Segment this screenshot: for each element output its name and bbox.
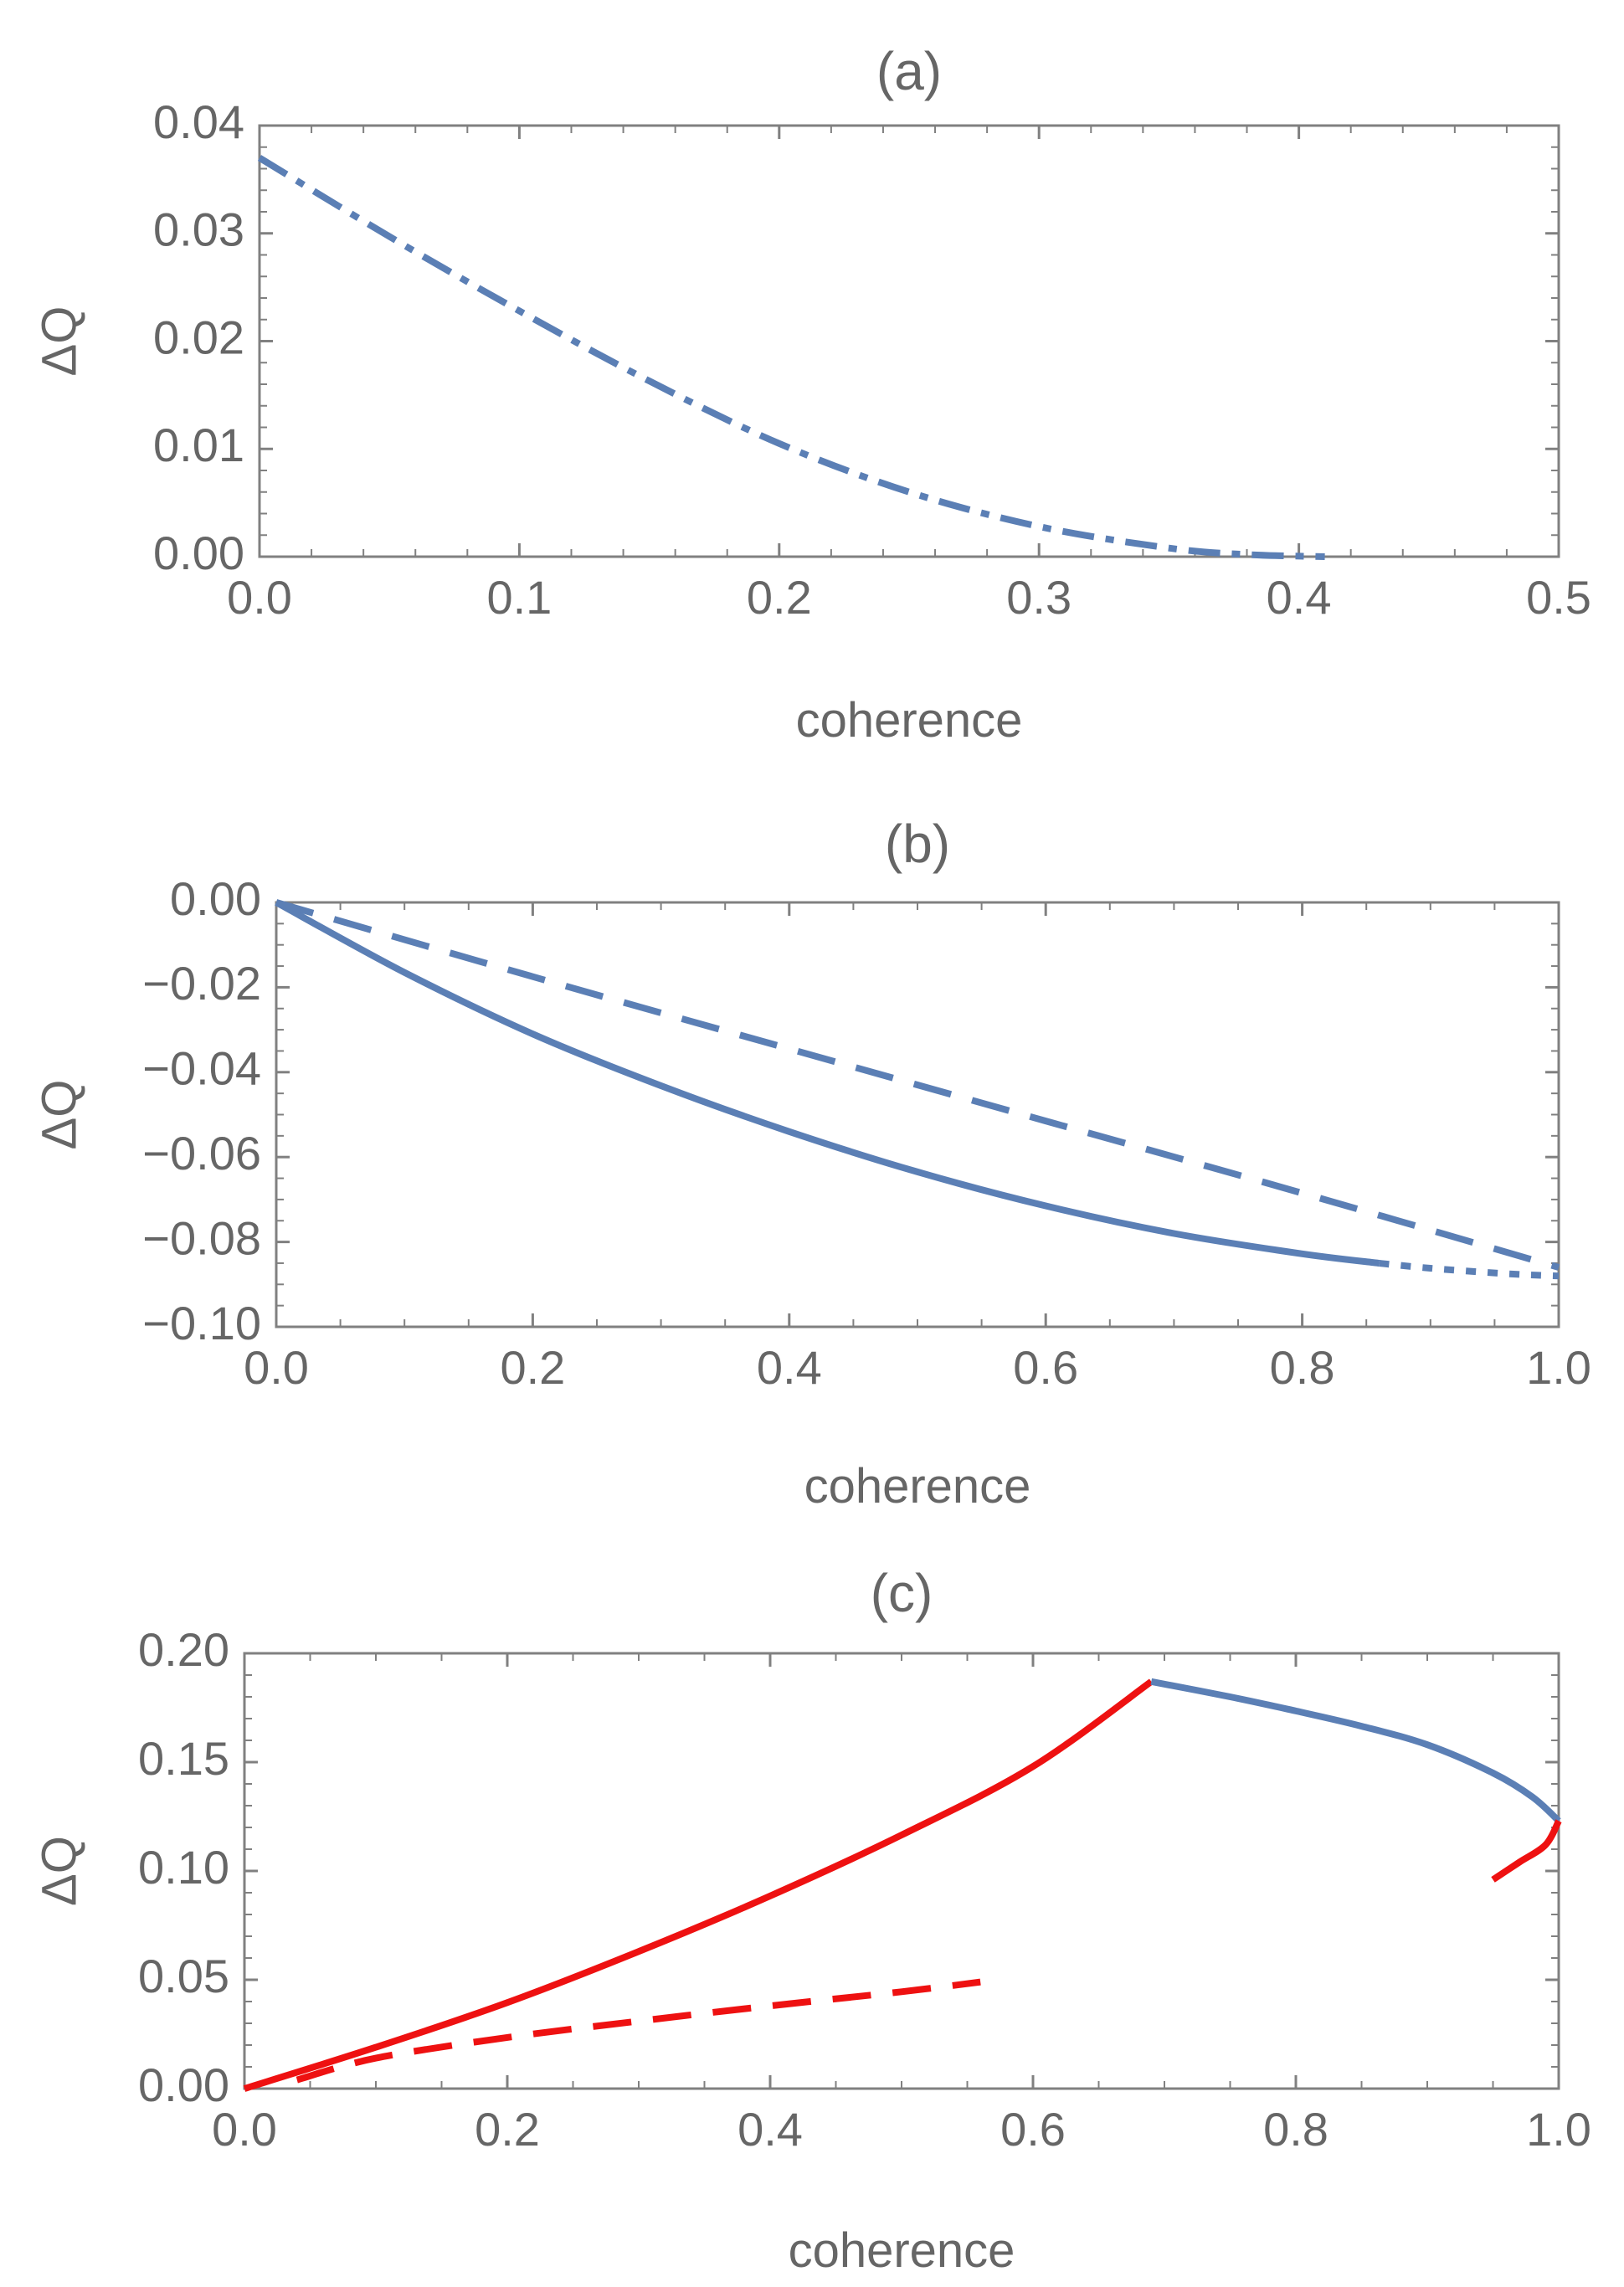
x-tick-label: 0.6 <box>1013 1341 1078 1394</box>
y-tick-label: 0.05 <box>138 1950 229 2002</box>
x-tick-label: 0.0 <box>227 571 292 624</box>
x-tick-label: 0.3 <box>1006 571 1072 624</box>
x-axis-title: coherence <box>796 693 1023 748</box>
y-tick-label: −0.06 <box>142 1127 261 1179</box>
y-tick-label: 0.04 <box>153 95 244 148</box>
y-axis-title: ΔQ <box>32 306 86 377</box>
panel-1: (b) 0.0 0.2 0.4 0.6 0.8 1.0 0.00 −0.02 −0.04 −0.06… <box>32 814 1591 1514</box>
x-tick-label: 0.4 <box>737 2103 803 2156</box>
x-tick-label: 0.0 <box>212 2103 277 2156</box>
y-tick-label: 0.20 <box>138 1623 229 1676</box>
y-axis-title: ΔQ <box>32 1080 86 1150</box>
series-line-2 <box>1379 1260 1560 1280</box>
x-tick-label: 0.4 <box>757 1341 822 1394</box>
y-tick-label: 0.15 <box>138 1732 229 1785</box>
series-line-0 <box>243 1678 1154 2092</box>
series-line-2 <box>1150 1678 1561 1824</box>
y-tick-label: 0.03 <box>153 203 244 256</box>
series-line-1 <box>296 1978 981 2084</box>
x-tick-label: 0.0 <box>244 1341 309 1394</box>
x-tick-label: 0.8 <box>1263 2103 1328 2156</box>
series-line-0 <box>257 155 1325 560</box>
panel-title: (a) <box>876 41 942 101</box>
series-line-1 <box>275 899 1560 1271</box>
panel-0: (a) 0.0 0.1 0.2 0.3 0.4 0.5 0.00 0.01 0.02 0.03 0.0… <box>32 41 1591 748</box>
x-axis-title: coherence <box>789 2223 1015 2278</box>
y-tick-label: 0.02 <box>153 311 244 363</box>
x-tick-label: 1.0 <box>1526 2103 1591 2156</box>
y-tick-label: 0.01 <box>153 419 244 471</box>
y-tick-label: −0.08 <box>142 1211 261 1264</box>
y-tick-label: −0.02 <box>142 957 261 1010</box>
panel-title: (b) <box>885 814 950 874</box>
y-tick-label: 0.00 <box>170 872 261 925</box>
panel-title: (c) <box>871 1563 933 1623</box>
x-tick-label: 1.0 <box>1526 1341 1591 1394</box>
y-tick-label: −0.04 <box>142 1042 261 1095</box>
y-tick-label: −0.10 <box>142 1297 261 1349</box>
x-tick-label: 0.2 <box>500 1341 565 1394</box>
x-tick-label: 0.2 <box>475 2103 540 2156</box>
y-tick-label: 0.00 <box>153 527 244 579</box>
x-axis-title: coherence <box>804 1459 1031 1514</box>
y-tick-label: 0.00 <box>138 2058 229 2111</box>
x-tick-label: 0.5 <box>1526 571 1591 624</box>
panel-2: (c) 0.0 0.2 0.4 0.6 0.8 1.0 0.00 0.05 0.10 0.15 0.2… <box>32 1563 1591 2278</box>
x-tick-label: 0.8 <box>1270 1341 1335 1394</box>
y-tick-label: 0.10 <box>138 1841 229 1894</box>
x-tick-label: 0.4 <box>1267 571 1332 624</box>
series-line-0 <box>275 899 1380 1267</box>
y-axis-title: ΔQ <box>32 1836 86 1906</box>
x-tick-label: 0.2 <box>747 571 812 624</box>
x-tick-label: 0.1 <box>486 571 552 624</box>
series-line-3 <box>1491 1819 1562 1883</box>
plot-frame <box>258 124 1560 558</box>
x-tick-label: 0.6 <box>1000 2103 1066 2156</box>
